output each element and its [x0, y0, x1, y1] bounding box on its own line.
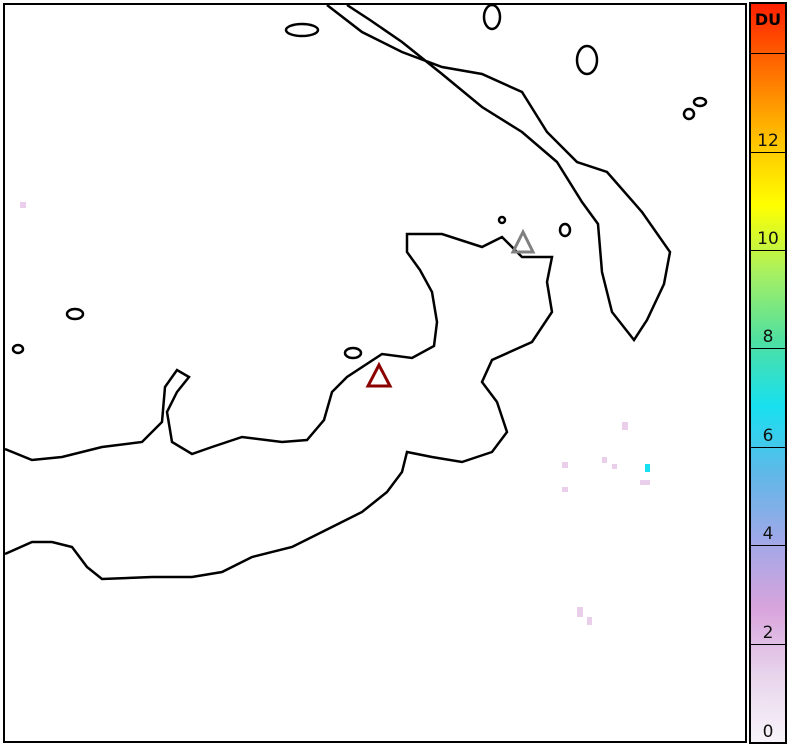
colorbar-tick-label: 2: [762, 622, 774, 643]
colorbar-tick-label: 12: [757, 130, 779, 151]
colorbar-tick-label: 10: [757, 229, 779, 249]
colorbar-unit-label: DU: [754, 10, 782, 29]
colorbar-tick-label: 6: [762, 425, 774, 446]
coastlines: [5, 5, 708, 581]
colorbar: DU 0 2 4 6 8 10 12: [749, 2, 787, 744]
colorbar-tick: [751, 151, 785, 153]
colorbar-tick: [751, 545, 785, 547]
volcano-marker-red: [365, 361, 393, 388]
colorbar-tick-label: 4: [762, 524, 774, 545]
map-panel: [3, 3, 747, 743]
map-svg: [5, 5, 708, 625]
colorbar-tick: [751, 742, 785, 743]
colorbar-tick: [751, 446, 785, 448]
colorbar-tick: [751, 250, 785, 251]
colorbar-gradient: [751, 4, 785, 742]
colorbar-tick: [751, 348, 785, 350]
so2-pixels: [20, 202, 650, 625]
colorbar-tick: [751, 53, 785, 55]
volcano-marker-gray: [510, 228, 536, 254]
coastline-northern-island: [326, 5, 672, 343]
coastline-main-island: [5, 232, 554, 581]
so2-peak-pixel: [645, 464, 650, 472]
colorbar-tick: [751, 643, 785, 645]
colorbar-tick-label: 8: [762, 327, 774, 348]
colorbar-tick-label: 0: [762, 722, 774, 742]
